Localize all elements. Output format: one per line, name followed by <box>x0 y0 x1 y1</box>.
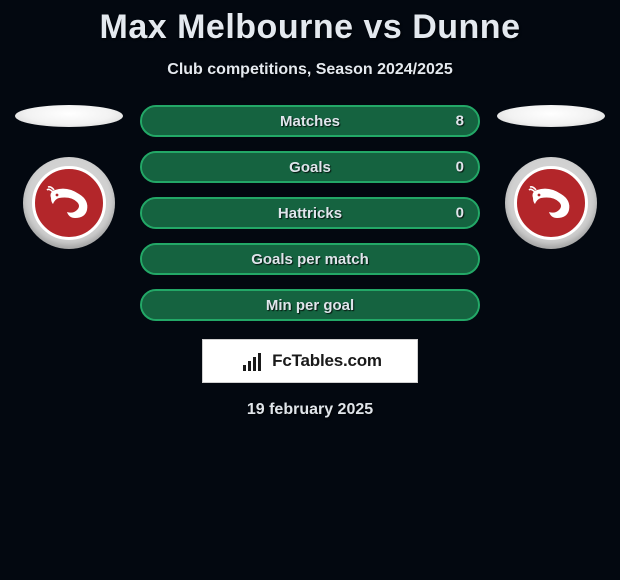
stat-label: Matches <box>280 113 340 130</box>
stat-bar-min-per-goal: Min per goal <box>140 289 480 321</box>
stat-label: Hattricks <box>278 205 342 222</box>
stat-value-right: 0 <box>456 159 464 176</box>
stat-label: Min per goal <box>266 297 354 314</box>
stat-label: Goals per match <box>251 251 369 268</box>
brand-chart-icon <box>238 351 266 371</box>
stats-column: Matches 8 Goals 0 Hattricks 0 Goals per … <box>140 105 480 321</box>
stat-bar-goals: Goals 0 <box>140 151 480 183</box>
stat-bar-goals-per-match: Goals per match <box>140 243 480 275</box>
player-left-col <box>14 105 124 249</box>
date-label: 19 february 2025 <box>0 401 620 419</box>
stat-value-right: 8 <box>456 113 464 130</box>
subtitle: Club competitions, Season 2024/2025 <box>0 61 620 79</box>
stat-value-right: 0 <box>456 205 464 222</box>
player-right-club-badge <box>505 157 597 249</box>
shrimp-icon <box>527 184 575 222</box>
stat-bar-matches: Matches 8 <box>140 105 480 137</box>
player-left-club-badge <box>23 157 115 249</box>
stat-label: Goals <box>289 159 331 176</box>
player-right-silhouette <box>497 105 605 127</box>
brand-label: FcTables.com <box>272 351 382 371</box>
player-right-col <box>496 105 606 249</box>
stat-bar-hattricks: Hattricks 0 <box>140 197 480 229</box>
brand-box[interactable]: FcTables.com <box>202 339 418 383</box>
club-badge-inner <box>514 166 588 240</box>
comparison-row: Matches 8 Goals 0 Hattricks 0 Goals per … <box>0 105 620 321</box>
shrimp-icon <box>45 184 93 222</box>
page-title: Max Melbourne vs Dunne <box>0 0 620 47</box>
player-left-silhouette <box>15 105 123 127</box>
club-badge-inner <box>32 166 106 240</box>
